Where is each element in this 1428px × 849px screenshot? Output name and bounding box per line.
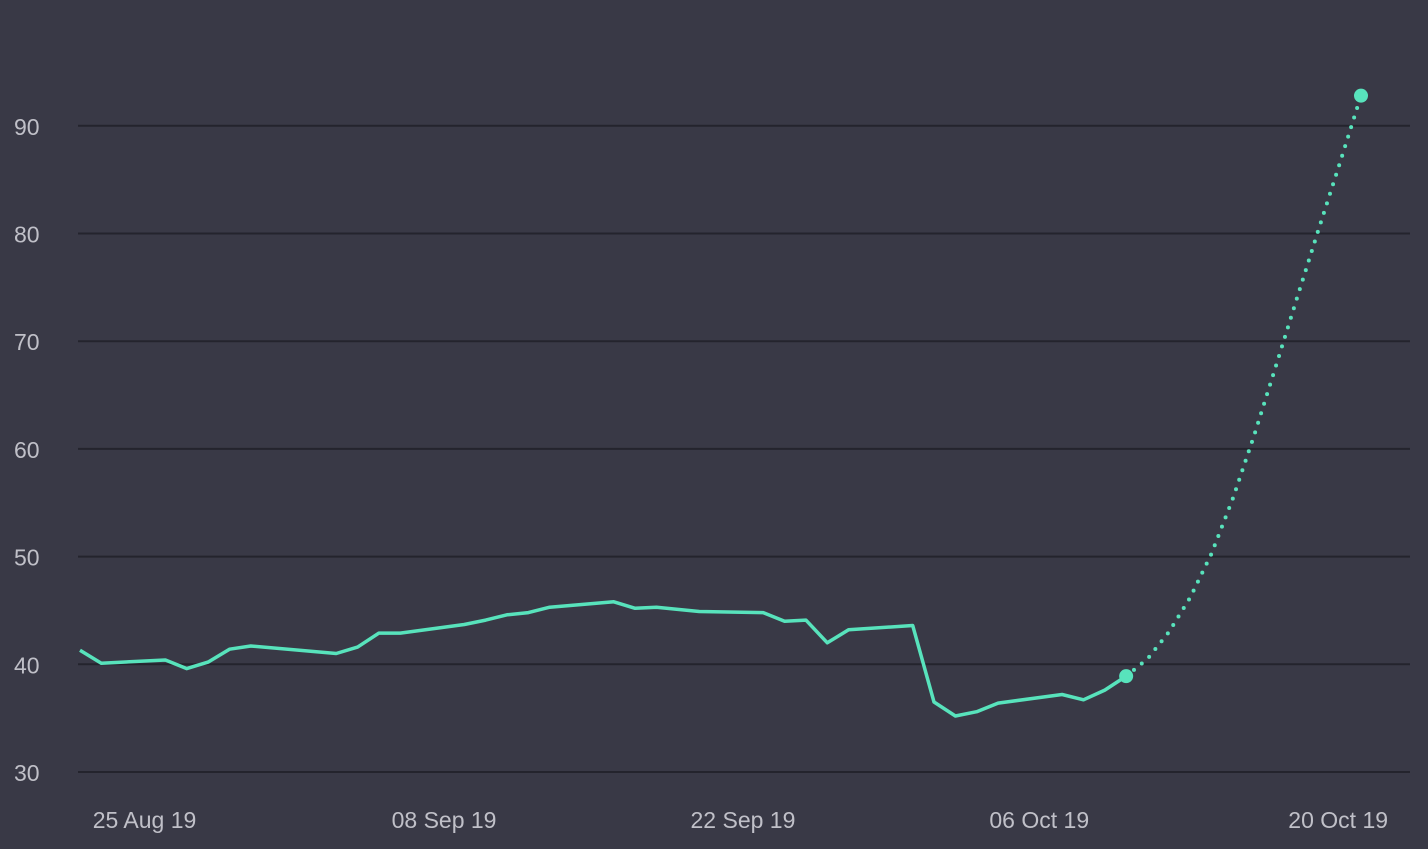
x-tick-label: 25 Aug 19: [93, 807, 197, 833]
data-point-marker: [1119, 669, 1134, 684]
y-tick-label: 40: [14, 652, 40, 678]
x-tick-label: 20 Oct 19: [1288, 807, 1388, 833]
y-tick-label: 50: [14, 545, 40, 571]
y-tick-label: 80: [14, 222, 40, 248]
data-point-marker: [1354, 88, 1368, 103]
projection-series-line: [1124, 93, 1363, 679]
y-tick-label: 90: [14, 114, 40, 140]
y-axis-tick-labels: 30 40 50 60 70 80 90: [14, 114, 40, 786]
x-tick-label: 06 Oct 19: [989, 807, 1089, 833]
x-tick-label: 08 Sep 19: [392, 807, 497, 833]
y-tick-label: 70: [14, 329, 40, 355]
grid-lines: [78, 124, 1410, 773]
actual-series-line: [79, 600, 1128, 718]
series-markers: [1119, 88, 1368, 684]
y-tick-label: 30: [14, 760, 40, 786]
series-lines: [79, 93, 1363, 718]
y-tick-label: 60: [14, 437, 40, 463]
x-tick-label: 22 Sep 19: [691, 807, 796, 833]
x-axis-tick-labels: 25 Aug 19 08 Sep 19 22 Sep 19 06 Oct 19 20 O…: [93, 807, 1388, 833]
